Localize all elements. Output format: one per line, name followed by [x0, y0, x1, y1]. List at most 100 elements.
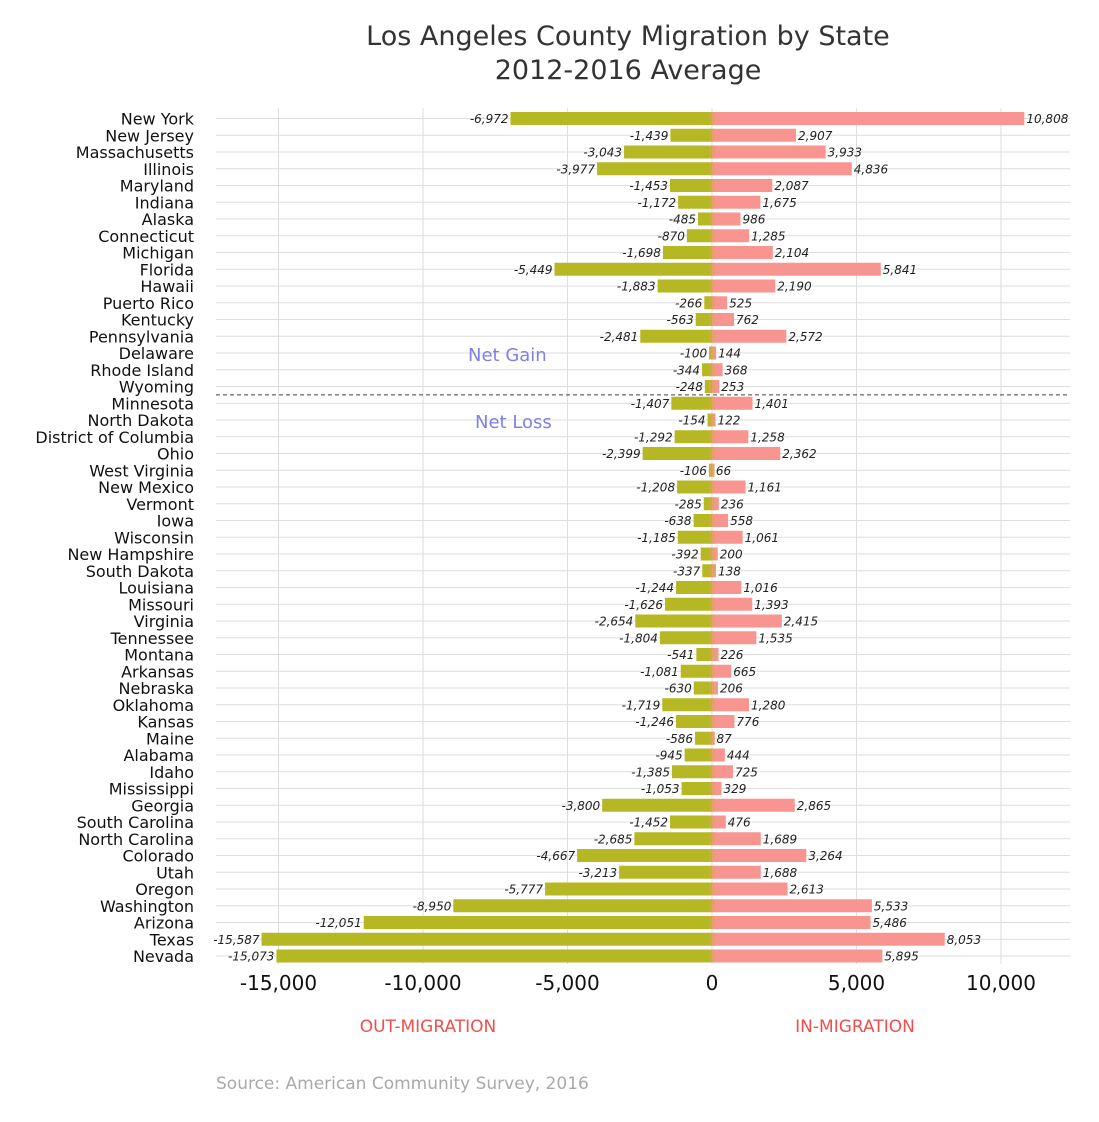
data-label-in: 1,689 [763, 832, 797, 846]
category-label: Washington [100, 897, 194, 916]
bar-out-migration [670, 179, 712, 192]
data-label-out: -5,449 [514, 263, 553, 277]
data-label-in: 4,836 [854, 162, 889, 176]
data-label-out: -1,407 [631, 397, 670, 411]
category-label: Wisconsin [114, 528, 194, 547]
category-label: Tennessee [110, 629, 194, 648]
data-label-in: 2,572 [788, 330, 822, 344]
bar-overlap [709, 530, 715, 544]
data-label-in: 8,053 [947, 933, 981, 947]
bar-overlap [709, 380, 715, 393]
data-label-out: -485 [669, 213, 696, 227]
bar-overlap [709, 514, 715, 527]
bar-out-migration [704, 296, 712, 310]
category-label: North Carolina [78, 830, 194, 849]
category-label: Missouri [128, 595, 194, 614]
bar-in-migration [712, 849, 807, 862]
category-label: Pennsylvania [89, 327, 194, 346]
bar-in-migration [712, 949, 883, 963]
data-label-in: 1,401 [754, 397, 788, 411]
bar-out-migration [619, 865, 712, 879]
category-label: Michigan [122, 244, 194, 263]
data-label-out: -630 [665, 682, 693, 696]
data-label-in: 2,613 [790, 883, 824, 897]
bar-overlap [709, 179, 715, 192]
data-label-out: -1,081 [640, 665, 679, 679]
data-label-in: 5,486 [873, 916, 908, 930]
bar-overlap [709, 329, 715, 343]
data-label-in: 206 [720, 682, 743, 696]
data-label-in: 1,061 [745, 531, 779, 545]
data-label-in: 122 [718, 414, 741, 428]
category-label: Kentucky [121, 311, 194, 330]
category-label: South Carolina [77, 813, 194, 832]
x-tick-label: 10,000 [966, 971, 1036, 995]
data-label-in: 3,264 [808, 849, 842, 863]
bar-out-migration [635, 614, 712, 628]
bar-out-migration [686, 229, 712, 243]
bar-in-migration [712, 530, 743, 544]
bar-overlap [709, 480, 715, 494]
data-label-out: -106 [680, 464, 708, 478]
bar-overlap [709, 430, 715, 444]
bar-overlap [709, 581, 715, 594]
data-label-out: -1,439 [630, 129, 669, 143]
bar-overlap [709, 631, 715, 645]
bar-in-migration [712, 514, 729, 527]
category-label: Utah [156, 863, 194, 882]
data-label-out: -1,208 [636, 481, 675, 495]
category-label: Nebraska [119, 679, 194, 698]
data-label-out: -1,453 [629, 179, 668, 193]
bar-out-migration [670, 128, 712, 142]
bar-out-migration [642, 447, 712, 460]
data-label-in: 665 [733, 665, 756, 679]
data-label-out: -3,977 [556, 162, 595, 176]
bar-out-migration [684, 748, 712, 762]
bar-in-migration [712, 447, 781, 460]
data-label-out: -1,883 [617, 280, 656, 294]
bar-overlap [709, 413, 715, 427]
bar-out-migration [677, 530, 712, 544]
data-label-out: -344 [673, 363, 700, 377]
bar-overlap [709, 949, 715, 963]
footer-label-out-migration: OUT-MIGRATION [360, 1017, 497, 1037]
bar-in-migration [712, 631, 757, 645]
data-label-out: -586 [666, 732, 694, 746]
bar-overlap [709, 195, 715, 209]
bar-out-migration [704, 380, 712, 393]
bar-in-migration [712, 128, 797, 142]
data-label-out: -1,172 [637, 196, 676, 210]
bar-in-migration [712, 430, 749, 444]
category-label: Arkansas [121, 662, 194, 681]
category-label: New Jersey [105, 126, 194, 145]
bar-overlap [709, 112, 715, 125]
x-tick-label: -5,000 [535, 971, 599, 995]
bar-in-migration [712, 597, 753, 611]
data-label-out: -870 [658, 229, 686, 243]
title-line: Los Angeles County Migration by State [366, 21, 890, 52]
bar-out-migration [671, 396, 712, 410]
bar-in-migration [712, 932, 945, 946]
data-label-out: -5,777 [504, 883, 543, 897]
data-label-out: -337 [673, 564, 701, 578]
category-label: Nevada [133, 947, 194, 966]
bar-in-migration [712, 832, 761, 846]
category-label: New York [121, 110, 195, 129]
bar-out-migration [703, 497, 712, 511]
data-label-out: -541 [667, 648, 694, 662]
bar-overlap [709, 262, 715, 276]
category-label: South Dakota [86, 562, 194, 581]
category-label: Maryland [120, 177, 194, 196]
bar-out-migration [678, 195, 712, 209]
data-label-out: -285 [675, 497, 702, 511]
data-label-out: -3,213 [578, 866, 617, 880]
footer-label-in-migration: IN-MIGRATION [795, 1017, 915, 1037]
category-label: Arizona [134, 914, 194, 933]
bar-overlap [709, 748, 715, 762]
chart-title: Los Angeles County Migration by State 20… [0, 20, 1099, 88]
bar-overlap [709, 698, 715, 712]
data-label-in: 2,415 [784, 615, 818, 629]
data-label-in: 1,285 [751, 229, 785, 243]
category-label: Kansas [137, 713, 194, 732]
